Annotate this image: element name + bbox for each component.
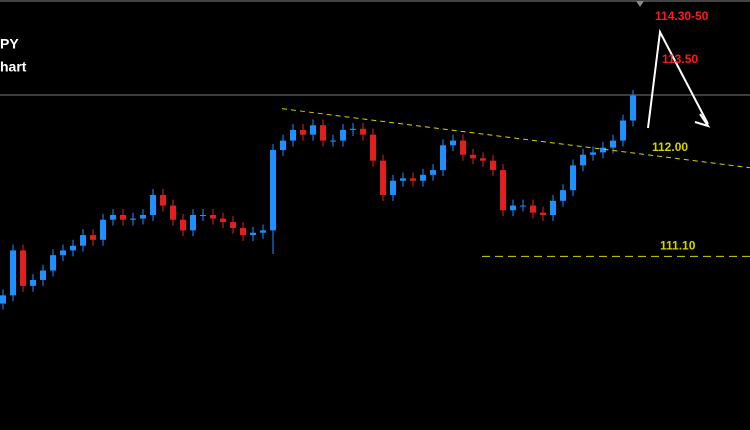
candle-body	[580, 154, 586, 166]
target-label: 114.30-50	[655, 9, 709, 23]
candle-body	[570, 165, 576, 191]
marker	[636, 1, 644, 7]
candle-body	[40, 270, 46, 280]
candle-body	[350, 128, 356, 130]
chart-title: PY	[0, 36, 19, 52]
candle-body	[600, 147, 606, 153]
candle-body	[110, 215, 116, 220]
candle-body	[450, 140, 456, 146]
candle-body	[360, 128, 366, 135]
candle-body	[430, 170, 436, 175]
candle-body	[0, 295, 6, 304]
candle-body	[630, 95, 636, 121]
candle-body	[500, 170, 506, 211]
candle-body	[410, 178, 416, 181]
candle-body	[250, 232, 256, 236]
candle-body	[380, 160, 386, 195]
candle-body	[310, 125, 316, 135]
candle-body	[320, 125, 326, 141]
candle-body	[190, 215, 196, 231]
candle-body	[490, 160, 496, 171]
candle-body	[180, 219, 186, 231]
candle-body	[50, 255, 56, 271]
candle-body	[390, 180, 396, 195]
candle-body	[120, 215, 126, 220]
candle-body	[80, 235, 86, 246]
candle-body	[370, 134, 376, 161]
candle-body	[300, 129, 306, 135]
candle-body	[420, 174, 426, 181]
candle-body	[70, 245, 76, 251]
candle-body	[20, 250, 26, 286]
candle-body	[220, 218, 226, 223]
target-label: 113.50	[662, 52, 698, 66]
trendline	[281, 108, 750, 169]
candle-body	[340, 129, 346, 141]
candle-body	[100, 219, 106, 240]
candle-body	[400, 178, 406, 181]
candle-body	[140, 215, 146, 219]
candle-body	[60, 250, 66, 256]
arrow-head	[694, 113, 711, 128]
candle-body	[170, 205, 176, 220]
candle-body	[160, 194, 166, 206]
candle-body	[540, 212, 546, 215]
candle-body	[280, 140, 286, 151]
candle-body	[10, 250, 16, 296]
candle-body	[530, 205, 536, 213]
projection	[647, 28, 709, 129]
candle-body	[470, 154, 476, 159]
candle-body	[270, 150, 276, 231]
candle-body	[620, 120, 626, 141]
candle-body	[30, 279, 36, 286]
level-label: 111.10	[660, 239, 696, 253]
candle-body	[260, 230, 266, 233]
candle-body	[150, 194, 156, 215]
candle-body	[440, 145, 446, 171]
candle-body	[550, 200, 556, 215]
candle-body	[610, 140, 616, 148]
candle-body	[480, 158, 486, 161]
candle-body	[520, 205, 526, 207]
candle-body	[90, 235, 96, 240]
candle-body	[290, 129, 296, 141]
candle-body	[590, 152, 596, 155]
candle-body	[510, 205, 516, 211]
trendline-label: 112.00	[652, 140, 688, 154]
candle-body	[460, 140, 466, 155]
candle-body	[130, 218, 136, 220]
chart-subtitle: hart	[0, 59, 27, 75]
candle-body	[230, 222, 236, 228]
candle-body	[330, 140, 336, 142]
candle-body	[210, 215, 216, 219]
candle-body	[200, 215, 206, 216]
candle-body	[560, 190, 566, 201]
candle-body	[240, 227, 246, 236]
